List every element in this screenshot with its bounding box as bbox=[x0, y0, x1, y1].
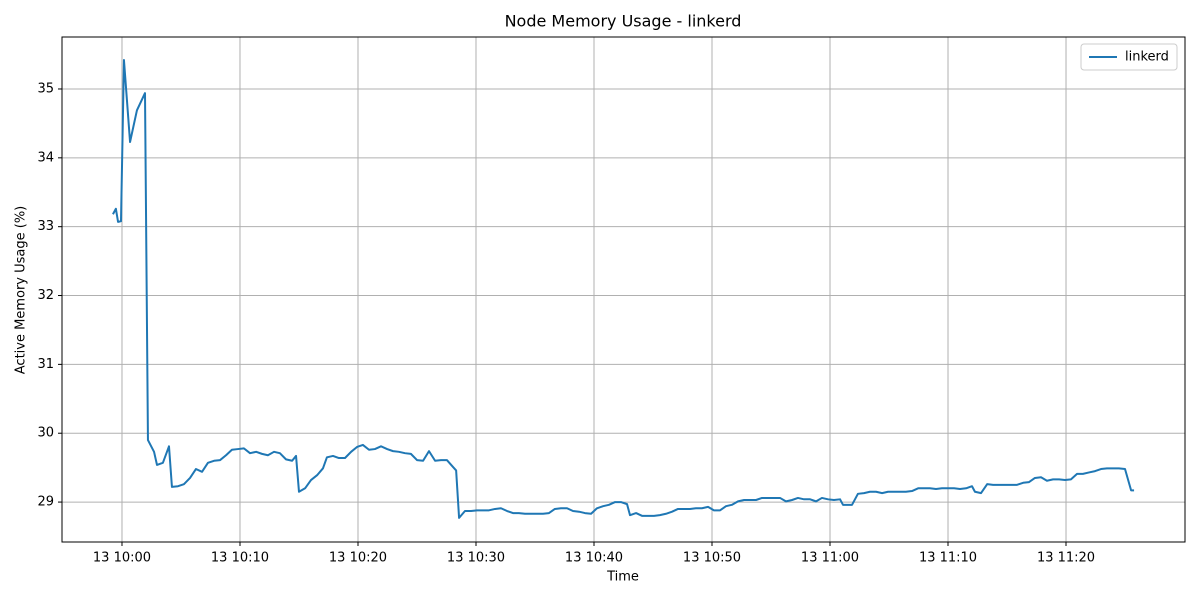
chart-title: Node Memory Usage - linkerd bbox=[505, 12, 742, 31]
y-tick-label: 33 bbox=[37, 219, 54, 234]
x-tick-label: 13 11:20 bbox=[1037, 551, 1095, 566]
y-tick-label: 32 bbox=[37, 288, 54, 303]
plot-frame bbox=[61, 36, 1186, 543]
x-tick-label: 13 10:10 bbox=[211, 551, 269, 566]
x-tick-label: 13 10:00 bbox=[93, 551, 151, 566]
y-tick-label: 35 bbox=[37, 81, 54, 96]
y-tick-label: 34 bbox=[37, 150, 54, 165]
x-tick-label: 13 10:30 bbox=[447, 551, 505, 566]
x-tick-label: 13 10:40 bbox=[565, 551, 623, 566]
y-tick-label: 29 bbox=[37, 495, 54, 510]
y-tick-label: 31 bbox=[37, 357, 54, 372]
y-tick-label: 30 bbox=[37, 426, 54, 441]
y-axis-label: Active Memory Usage (%) bbox=[14, 206, 29, 374]
x-tick-label: 13 11:10 bbox=[919, 551, 977, 566]
x-axis-label: Time bbox=[606, 570, 639, 585]
x-tick-label: 13 10:20 bbox=[329, 551, 387, 566]
data-line bbox=[112, 59, 1135, 519]
x-tick-label: 13 11:00 bbox=[801, 551, 859, 566]
x-tick-label: 13 10:50 bbox=[683, 551, 741, 566]
legend-box bbox=[1080, 43, 1178, 71]
legend-label: linkerd bbox=[1125, 50, 1169, 65]
